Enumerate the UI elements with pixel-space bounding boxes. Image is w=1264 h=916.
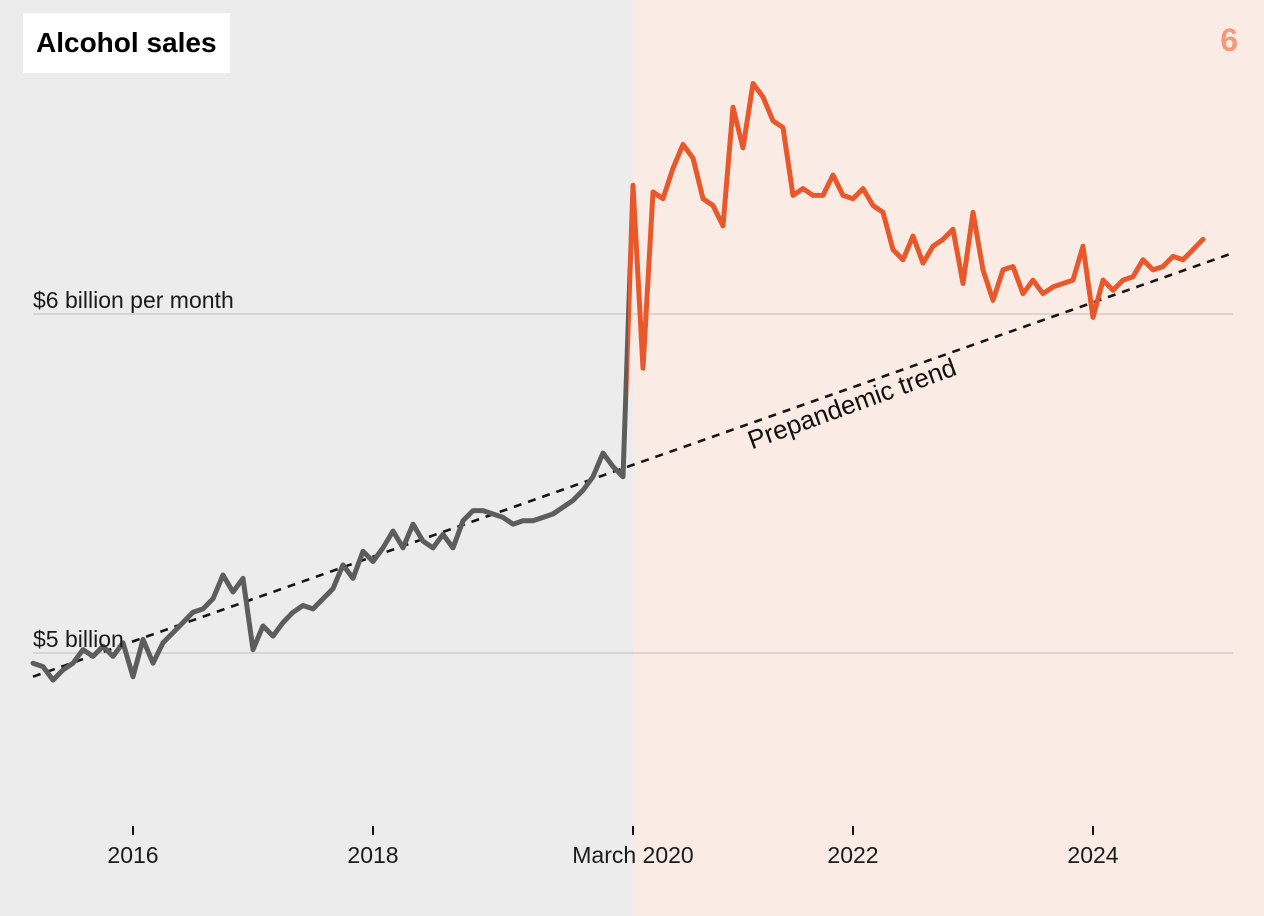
x-axis-label-march-2020: March 2020 — [572, 842, 694, 868]
x-axis-label-2018: 2018 — [347, 842, 399, 868]
y-axis-label-6-billion: $6 billion per month — [33, 287, 234, 313]
prepandemic-trend-line — [32, 251, 1234, 678]
prepandemic-background — [0, 0, 633, 916]
y-axis-label-5-billion: $5 billion — [33, 626, 124, 652]
chart-title: Alcohol sales — [36, 27, 217, 58]
slide-number: 6 — [1220, 22, 1238, 58]
sales-line-pandemic — [628, 81, 1206, 404]
x-axis-label-2024: 2024 — [1067, 842, 1119, 868]
pandemic-background — [633, 0, 1264, 916]
gridlines — [33, 313, 1233, 654]
x-axis-label-2022: 2022 — [827, 842, 879, 868]
x-axis-tick-marks — [132, 826, 1094, 835]
x-axis-label-2016: 2016 — [107, 842, 159, 868]
sales-line-prepandemic — [30, 258, 628, 683]
title-box: Alcohol sales — [23, 13, 230, 73]
